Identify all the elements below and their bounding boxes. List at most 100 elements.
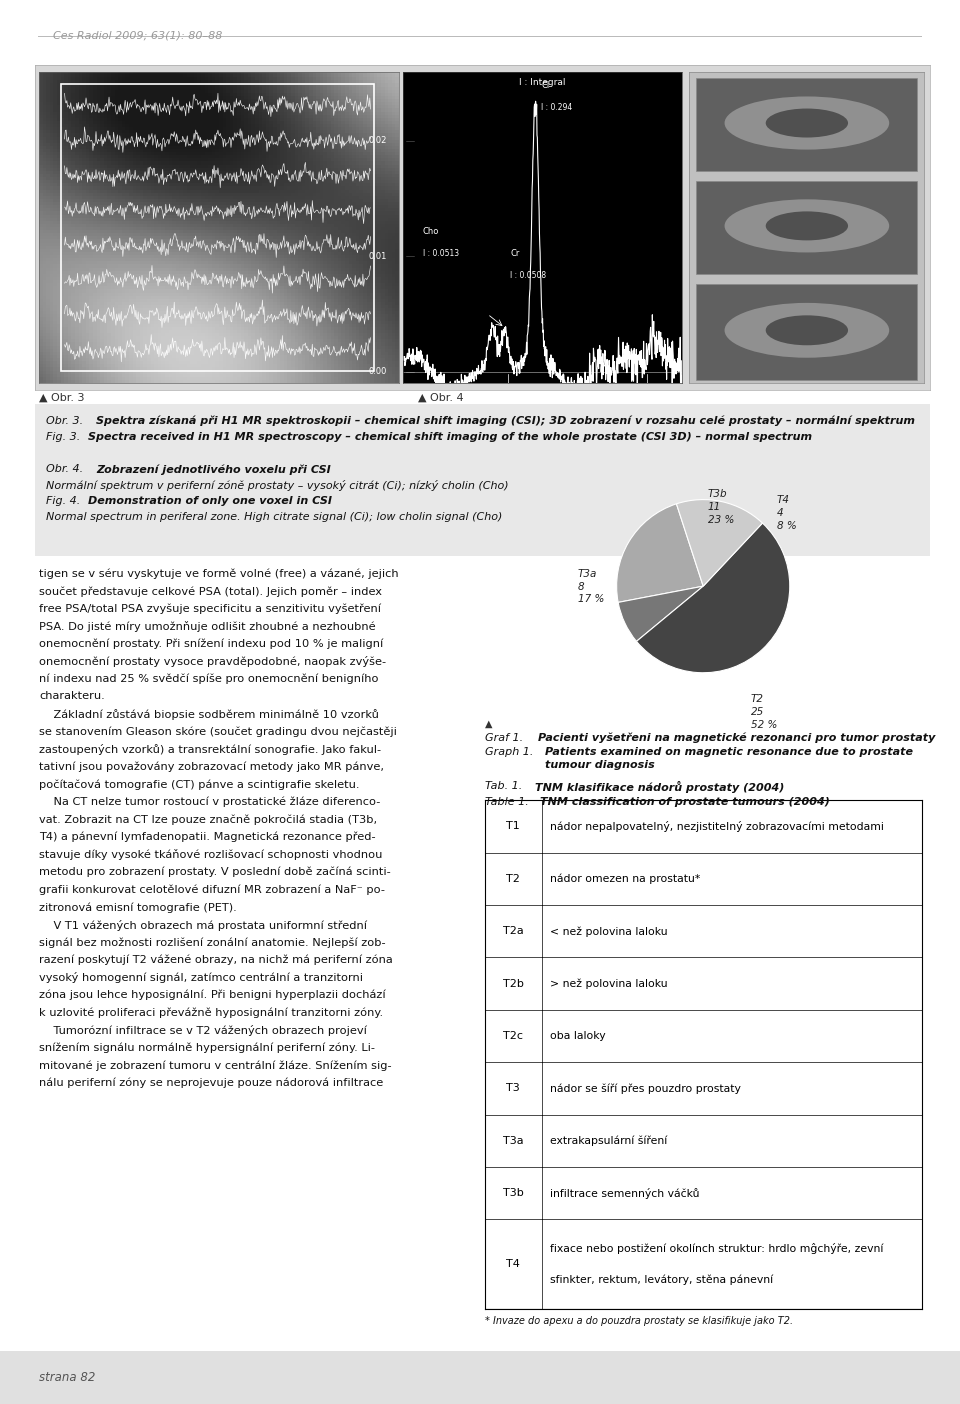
Text: Zobrazení jednotlivého voxelu při CSI: Zobrazení jednotlivého voxelu při CSI [96,463,331,475]
Text: 0.02: 0.02 [368,136,387,146]
Text: ní indexu nad 25 % svědčí spíše pro onemocnění benigního: ní indexu nad 25 % svědčí spíše pro onem… [39,674,379,684]
Text: Demonstration of only one voxel in CSI: Demonstration of only one voxel in CSI [88,497,332,507]
Text: Graf 1.: Graf 1. [485,733,526,743]
Text: Patients examined on magnetic resonance due to prostate
tumour diagnosis: Patients examined on magnetic resonance … [545,747,913,771]
Wedge shape [677,500,762,587]
Text: součet představuje celkové PSA (total). Jejich poměr – index: součet představuje celkové PSA (total). … [39,587,382,597]
Text: Cr: Cr [511,250,519,258]
Text: T2: T2 [506,873,520,885]
Text: fixace nebo postižení okolínch struktur: hrdlo mĝchýře, zevní: fixace nebo postižení okolínch struktur:… [550,1243,884,1254]
Ellipse shape [725,199,889,253]
Text: charakteru.: charakteru. [39,691,105,702]
Text: < než polovina laloku: < než polovina laloku [550,927,668,936]
Text: T4) a pánevní lymfadenopatii. Magnetická rezonance před-: T4) a pánevní lymfadenopatii. Magnetická… [39,831,376,842]
Text: grafii konkurovat celotělové difuzní MR zobrazení a NaF⁻ po-: grafii konkurovat celotělové difuzní MR … [39,885,385,894]
Text: sfinkter, rektum, levátory, stěna pánevní: sfinkter, rektum, levátory, stěna pánevn… [550,1275,774,1285]
Bar [696,284,918,380]
Text: razení poskytují T2 vážené obrazy, na nichž má periferní zóna: razení poskytují T2 vážené obrazy, na ni… [39,955,393,965]
Text: free PSA/total PSA zvyšuje specificitu a senzitivitu vyšetření: free PSA/total PSA zvyšuje specificitu a… [39,604,381,614]
Text: I : 0.294: I : 0.294 [541,102,572,112]
Ellipse shape [766,212,848,240]
Text: snížením signálu normálně hypersignální periferní zóny. Li-: snížením signálu normálně hypersignální … [39,1042,375,1053]
Text: nádor omezen na prostatu*: nádor omezen na prostatu* [550,873,701,885]
Text: počítačová tomografie (CT) pánve a scintigrafie skeletu.: počítačová tomografie (CT) pánve a scint… [39,779,360,789]
Text: stavuje díky vysoké tkáňové rozlišovací schopnosti vhodnou: stavuje díky vysoké tkáňové rozlišovací … [39,849,383,861]
Text: T4
4
8 %: T4 4 8 % [777,496,797,531]
Text: Ces Radiol 2009; 63(1): 80–88: Ces Radiol 2009; 63(1): 80–88 [53,29,222,41]
Text: nádor nepalpovateIný, nezjistiteIný zobrazovacími metodami: nádor nepalpovateIný, nezjistiteIný zobr… [550,821,884,833]
Text: onemocnění prostaty. Při snížení indexu pod 10 % je maligní: onemocnění prostaty. Při snížení indexu … [39,639,384,649]
Text: tigen se v séru vyskytuje ve formě volné (free) a vázané, jejich: tigen se v séru vyskytuje ve formě volné… [39,569,399,578]
Text: onemocnění prostaty vysoce pravděpodobné, naopak zvýše-: onemocnění prostaty vysoce pravděpodobné… [39,656,387,667]
Ellipse shape [725,303,889,358]
Text: zitronová emisní tomografie (PET).: zitronová emisní tomografie (PET). [39,901,237,913]
Text: k uzlovité proliferaci převážně hyposignální tranzitorni zóny.: k uzlovité proliferaci převážně hyposign… [39,1007,383,1018]
Text: Table 1.: Table 1. [485,797,532,807]
Text: Graph 1.: Graph 1. [485,747,537,757]
Text: ▲ Obr. 4: ▲ Obr. 4 [418,393,464,403]
Text: 4: 4 [436,402,441,411]
Text: T2a: T2a [503,927,523,936]
Text: I : Integral: I : Integral [519,77,565,87]
Wedge shape [618,587,703,642]
Text: T3a: T3a [503,1136,523,1146]
Bar [696,77,918,171]
Text: zóna jsou lehce hyposignální. Při benigni hyperplazii dochází: zóna jsou lehce hyposignální. Při benign… [39,990,386,1000]
Text: T2b: T2b [503,979,523,988]
Text: Spektra získaná při H1 MR spektroskopii – chemical shift imaging (CSI); 3D zobra: Spektra získaná při H1 MR spektroskopii … [96,416,915,425]
Text: extrakapsulární šíření: extrakapsulární šíření [550,1136,667,1146]
Text: zastoupených vzorků) a transrektální sonografie. Jako fakul-: zastoupených vzorků) a transrektální son… [39,744,381,755]
Text: T3b
11
23 %: T3b 11 23 % [708,489,733,525]
Text: Na CT nelze tumor rostoucí v prostatické žláze diferenco-: Na CT nelze tumor rostoucí v prostatické… [39,796,381,807]
Text: Normal spectrum in periferal zone. High citrate signal (Ci); low cholin signal (: Normal spectrum in periferal zone. High … [46,512,502,522]
Ellipse shape [766,316,848,345]
Text: I : 0.0508: I : 0.0508 [511,271,546,279]
Text: ppm: ppm [630,402,648,411]
Text: T2c: T2c [503,1031,523,1040]
Text: T3: T3 [506,1084,520,1094]
Ellipse shape [766,108,848,138]
Text: I : 0.0513: I : 0.0513 [422,250,459,258]
Text: Spectra received in H1 MR spectroscopy – chemical shift imaging of the whole pro: Spectra received in H1 MR spectroscopy –… [88,432,812,442]
Text: 2: 2 [575,402,580,411]
Text: tativní jsou považovány zobrazovací metody jako MR pánve,: tativní jsou považovány zobrazovací meto… [39,761,384,772]
Bar [60,84,374,371]
Text: nálu periferní zóny se neprojevuje pouze nádorová infiltrace: nálu periferní zóny se neprojevuje pouze… [39,1078,384,1088]
Text: > než polovina laloku: > než polovina laloku [550,979,668,988]
Text: T2
25
52 %: T2 25 52 % [751,695,778,730]
Text: oba laloky: oba laloky [550,1031,606,1040]
Wedge shape [616,504,703,602]
Text: T4: T4 [506,1259,520,1269]
Text: Obr. 4.: Obr. 4. [46,463,86,475]
Bar [696,181,918,274]
Ellipse shape [725,97,889,150]
Text: signál bez možnosti rozlišení zonální anatomie. Nejlepší zob-: signál bez možnosti rozlišení zonální an… [39,936,386,948]
Text: ▲ Obr. 3: ▲ Obr. 3 [39,393,84,403]
Text: T3a
8
17 %: T3a 8 17 % [578,569,604,605]
Text: T1: T1 [506,821,520,831]
Text: infiltrace semenných váčků: infiltrace semenných váčků [550,1188,700,1199]
Text: vysoký homogenní signál, zatímco centrální a tranzitorni: vysoký homogenní signál, zatímco centrál… [39,972,363,983]
Text: Normální spektrum v periferní zóně prostaty – vysoký citrát (Ci); nízký cholin (: Normální spektrum v periferní zóně prost… [46,480,509,491]
Text: Pacienti vyšetřeni na magnetické rezonanci pro tumor prostaty: Pacienti vyšetřeni na magnetické rezonan… [538,733,935,743]
Text: Základní zůstává biopsie sodběrem minimálně 10 vzorků: Základní zůstává biopsie sodběrem minimá… [39,709,379,720]
Text: nádor se šíří přes pouzdro prostaty: nádor se šíří přes pouzdro prostaty [550,1084,741,1094]
Text: 1: 1 [644,402,649,411]
Text: ▲: ▲ [485,719,492,729]
Wedge shape [636,524,790,673]
Text: 0.00: 0.00 [368,368,387,376]
Text: mitované je zobrazení tumoru v centrální žláze. Snížením sig-: mitované je zobrazení tumoru v centrální… [39,1060,392,1070]
Text: vat. Zobrazit na CT lze pouze značně pokročilá stadia (T3b,: vat. Zobrazit na CT lze pouze značně pok… [39,814,377,824]
Text: metodu pro zobrazení prostaty. V poslední době začíná scinti-: metodu pro zobrazení prostaty. V posledn… [39,866,391,878]
Text: se stanovením Gleason skóre (součet gradingu dvou nejčastěji: se stanovením Gleason skóre (součet grad… [39,726,397,737]
Text: Tab. 1.: Tab. 1. [485,781,525,790]
Text: PSA. Do jisté míry umožnňuje odlišit zhoubné a nezhoubné: PSA. Do jisté míry umožnňuje odlišit zho… [39,621,376,632]
Text: T3b: T3b [503,1188,523,1198]
Text: Cho: Cho [422,227,439,236]
Text: TNM klasifikace nádorů prostaty (2004): TNM klasifikace nádorů prostaty (2004) [535,781,784,793]
Text: Obr. 3.: Obr. 3. [46,416,86,425]
Text: Fig. 3.: Fig. 3. [46,432,84,442]
Text: Fig. 4.: Fig. 4. [46,497,84,507]
Text: TNM classification of prostate tumours (2004): TNM classification of prostate tumours (… [540,797,830,807]
Text: Tumorózní infiltrace se v T2 vážených obrazech projeví: Tumorózní infiltrace se v T2 vážených ob… [39,1025,368,1036]
